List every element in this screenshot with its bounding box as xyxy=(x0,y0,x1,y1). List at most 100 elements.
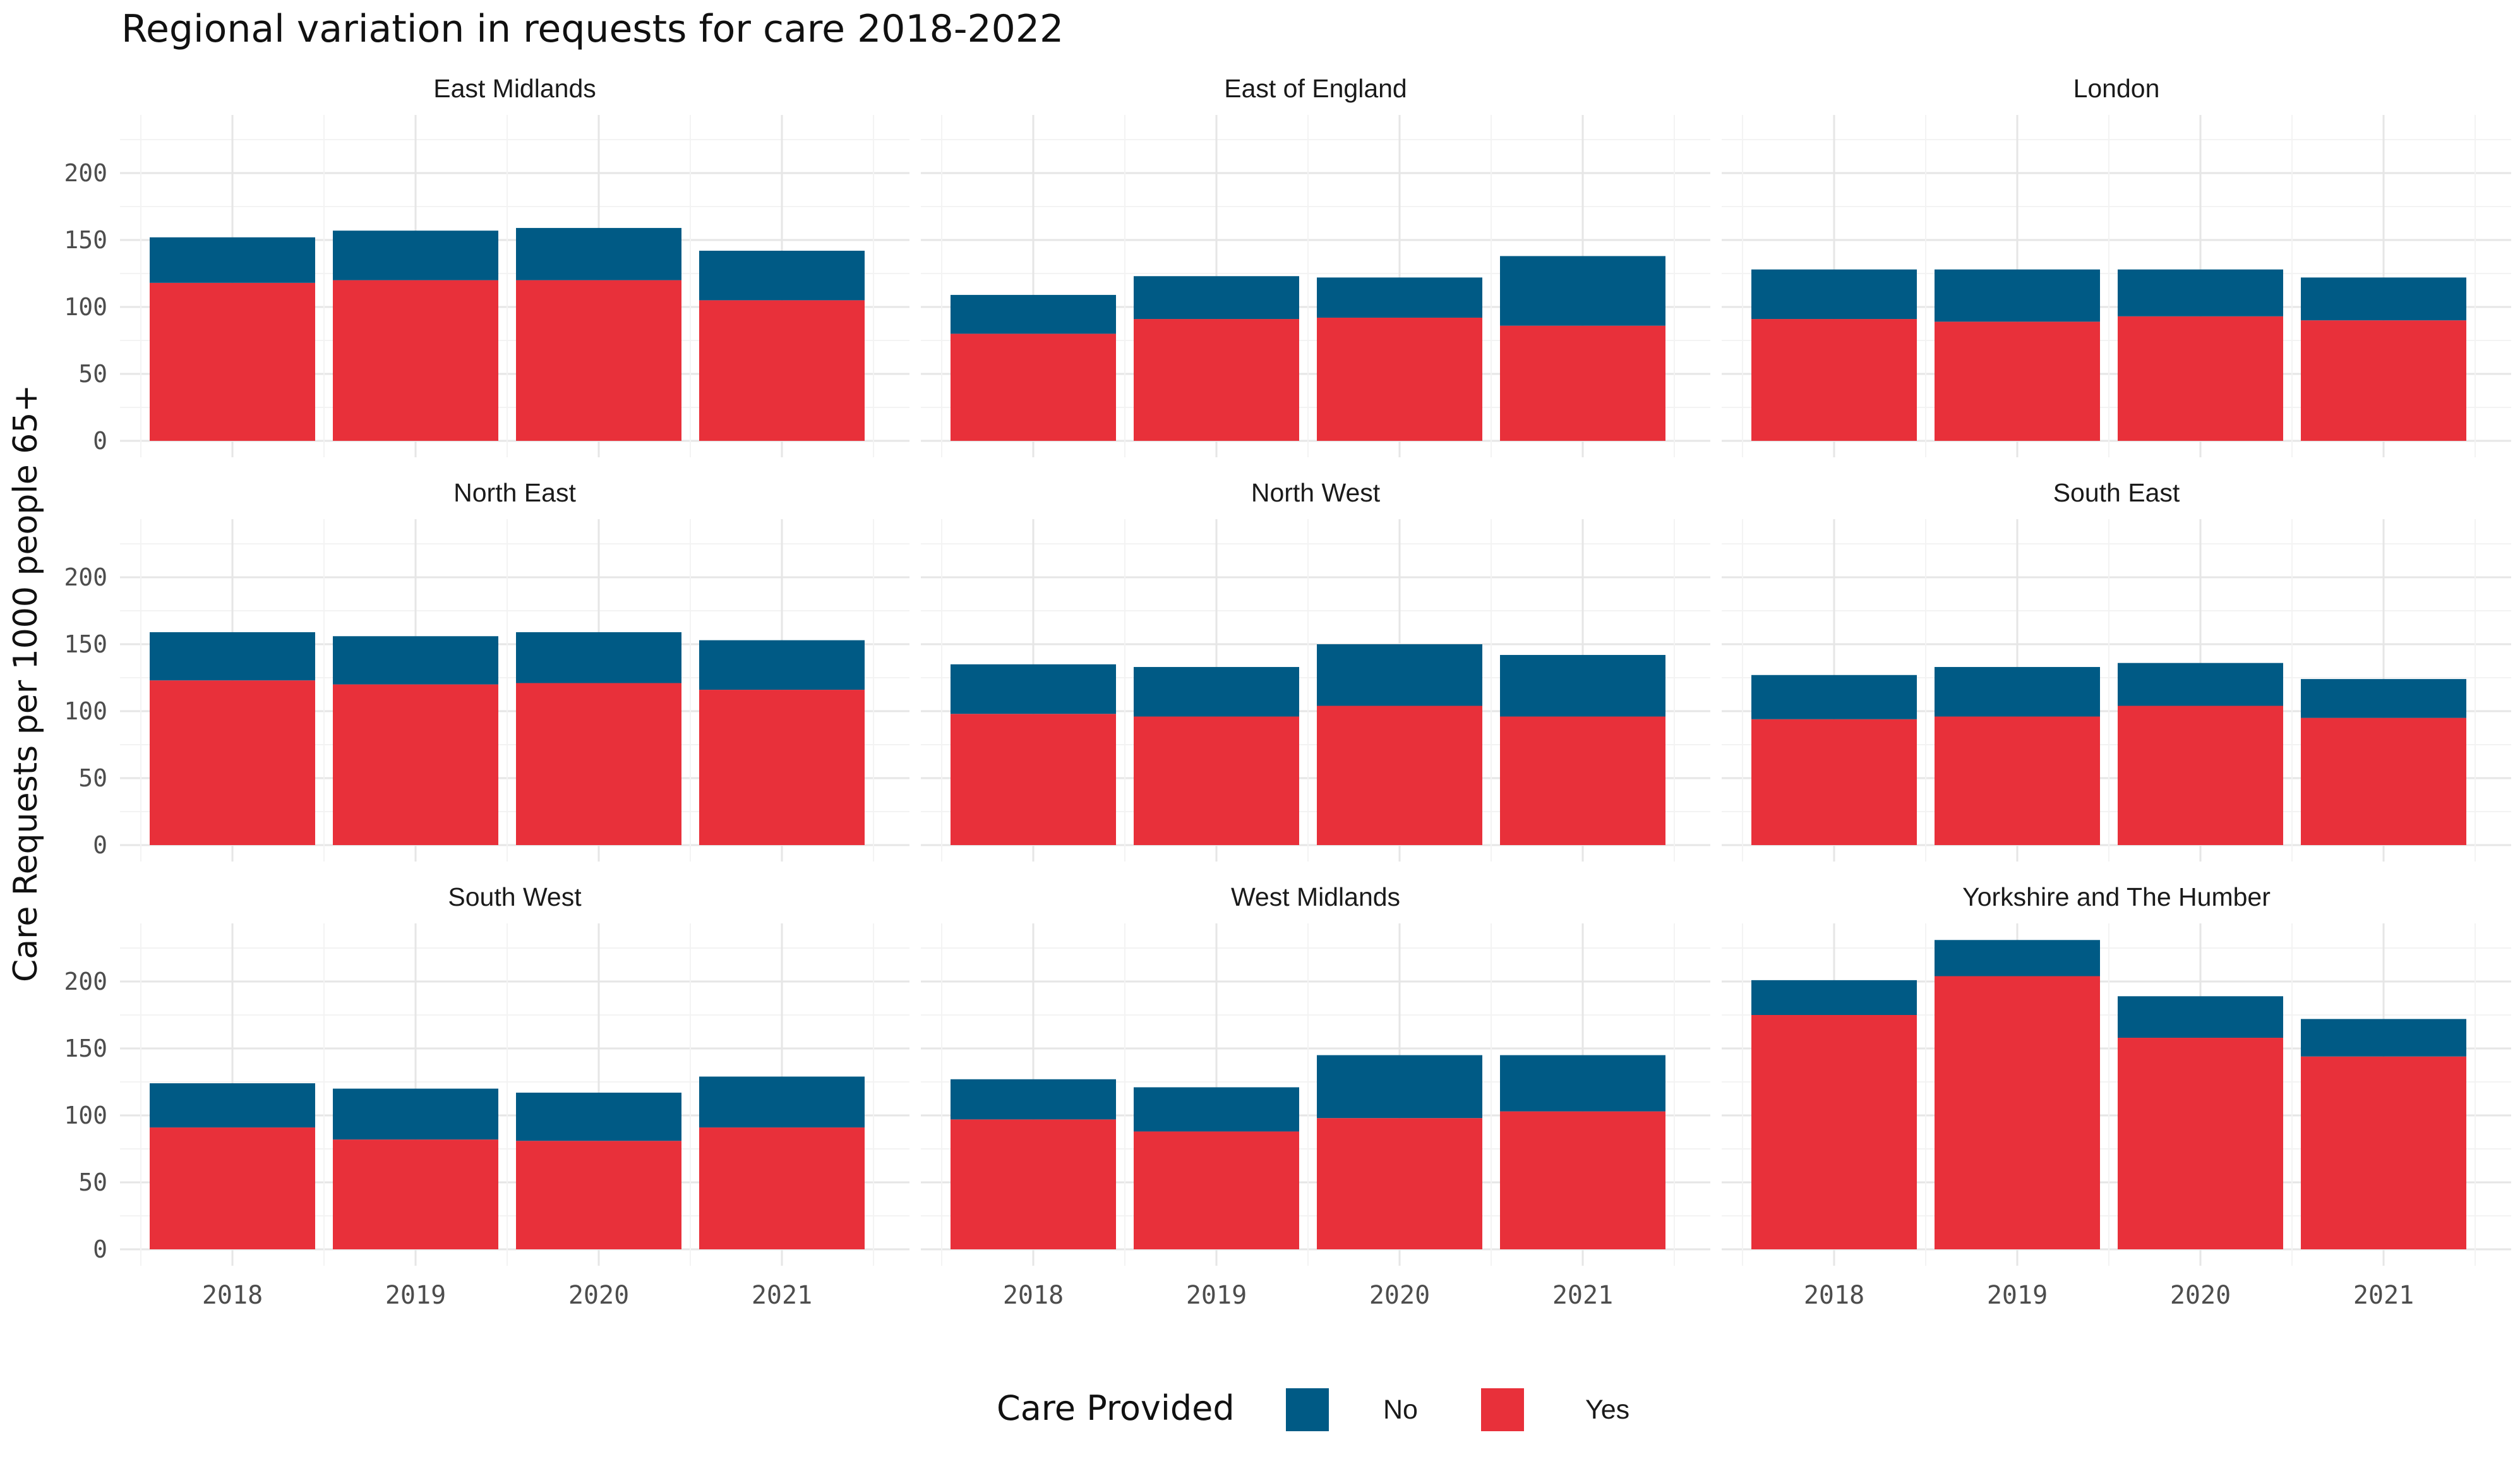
bar-no xyxy=(699,250,865,301)
bar-yes xyxy=(2301,1056,2466,1249)
y-tick-label: 100 xyxy=(64,1102,107,1129)
bar-yes xyxy=(2118,1038,2283,1249)
bar-no xyxy=(951,294,1116,334)
bar-no xyxy=(333,636,498,685)
bar-yes xyxy=(1935,976,2100,1249)
bar-no xyxy=(1935,940,2100,976)
bar-no xyxy=(2118,269,2283,316)
bar-yes xyxy=(516,1141,681,1249)
bar-yes xyxy=(1751,319,1917,441)
bar-no xyxy=(1935,667,2100,717)
bar-no xyxy=(1134,1087,1299,1132)
x-tick-label: 2019 xyxy=(1987,1281,2048,1310)
bar-yes xyxy=(333,280,498,441)
bar-no xyxy=(1134,667,1299,717)
bar-no xyxy=(1317,644,1482,706)
bar-yes xyxy=(1751,1015,1917,1249)
facet-strip-label: West Midlands xyxy=(1231,882,1400,911)
facet-strip-label: London xyxy=(2073,74,2160,103)
bar-yes xyxy=(1134,319,1299,441)
bar-no xyxy=(150,632,315,681)
bar-no xyxy=(1751,269,1917,320)
bar-no xyxy=(150,237,315,283)
bar-yes xyxy=(2301,320,2466,441)
bar-no xyxy=(1751,675,1917,719)
x-tick-label: 2019 xyxy=(385,1281,446,1310)
x-tick-label: 2018 xyxy=(1003,1281,1064,1310)
y-tick-label: 0 xyxy=(93,427,107,455)
facet-panel: North East 0 50 100 150 200 xyxy=(64,478,909,862)
facet-panel: South East xyxy=(1722,478,2511,862)
bar-yes xyxy=(951,333,1116,441)
chart-title: Regional variation in requests for care … xyxy=(121,7,1064,51)
bar-yes xyxy=(1500,716,1665,845)
bar-no xyxy=(951,1079,1116,1120)
facet-strip-label: South East xyxy=(2053,478,2180,507)
x-tick-label: 2020 xyxy=(1369,1281,1430,1310)
bar-no xyxy=(1500,256,1665,326)
bar-yes xyxy=(699,690,865,845)
bar-no xyxy=(1935,269,2100,322)
facet-strip-label: East Midlands xyxy=(433,74,596,103)
y-tick-label: 0 xyxy=(93,1235,107,1263)
x-tick-label: 2021 xyxy=(1552,1281,1613,1310)
bar-no xyxy=(516,227,681,280)
facet-panel: London xyxy=(1722,74,2511,457)
bar-no xyxy=(333,231,498,280)
bar-no xyxy=(516,1092,681,1141)
facet-panel: North West xyxy=(921,478,1710,862)
bar-yes xyxy=(1935,321,2100,441)
x-tick-label: 2018 xyxy=(1804,1281,1864,1310)
bar-no xyxy=(2118,663,2283,706)
bar-yes xyxy=(1500,1111,1665,1249)
y-tick-label: 0 xyxy=(93,831,107,859)
bar-no xyxy=(2301,679,2466,718)
bar-yes xyxy=(1935,716,2100,845)
bar-no xyxy=(699,1076,865,1128)
bar-no xyxy=(2118,996,2283,1038)
y-tick-label: 50 xyxy=(78,764,107,792)
bar-yes xyxy=(2118,705,2283,845)
bar-yes xyxy=(951,714,1116,845)
bar-no xyxy=(2301,1019,2466,1057)
bar-no xyxy=(150,1083,315,1128)
bar-yes xyxy=(150,680,315,845)
bar-yes xyxy=(333,684,498,845)
bar-yes xyxy=(2301,717,2466,845)
facet-panel: East of England xyxy=(921,74,1710,457)
bar-yes xyxy=(2118,316,2283,441)
y-axis-label: Care Requests per 1000 people 65+ xyxy=(7,385,45,982)
bar-no xyxy=(951,664,1116,714)
bar-yes xyxy=(1751,719,1917,845)
bar-yes xyxy=(951,1119,1116,1249)
x-tick-label: 2020 xyxy=(568,1281,629,1310)
y-tick-label: 150 xyxy=(64,226,107,254)
bar-no xyxy=(516,632,681,683)
bar-no xyxy=(1500,654,1665,717)
y-tick-label: 200 xyxy=(64,159,107,187)
facet-strip-label: North West xyxy=(1251,478,1381,507)
x-tick-label: 2019 xyxy=(1186,1281,1247,1310)
x-tick-label: 2018 xyxy=(202,1281,263,1310)
facet-strip-label: North East xyxy=(453,478,576,507)
bar-yes xyxy=(1317,705,1482,845)
facet-strip-label: South West xyxy=(448,882,582,911)
y-tick-label: 50 xyxy=(78,1168,107,1196)
bar-no xyxy=(1134,276,1299,320)
bar-yes xyxy=(516,683,681,845)
facet-panel: Yorkshire and The Humber 2018 2019 2020 2021 xyxy=(1722,882,2511,1310)
y-tick-label: 200 xyxy=(64,563,107,591)
legend-swatch xyxy=(1481,1388,1524,1431)
facet-strip-label: East of England xyxy=(1224,74,1407,103)
x-tick-label: 2020 xyxy=(2170,1281,2231,1310)
facet-panel: West Midlands 2018 2019 2020 2021 xyxy=(921,882,1710,1310)
bar-no xyxy=(2301,277,2466,321)
bar-no xyxy=(699,640,865,690)
bar-yes xyxy=(1134,1131,1299,1249)
y-tick-label: 150 xyxy=(64,630,107,658)
bar-no xyxy=(1317,277,1482,318)
x-tick-label: 2021 xyxy=(752,1281,812,1310)
bar-yes xyxy=(333,1139,498,1249)
legend-title: Care Provided xyxy=(997,1388,1235,1428)
